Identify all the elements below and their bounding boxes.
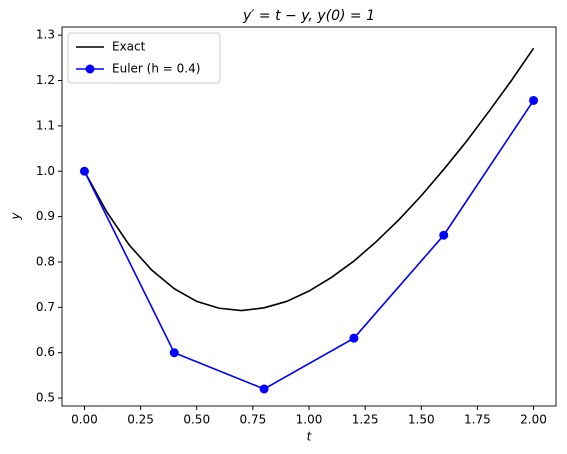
y-tick-label: 0.6: [36, 345, 55, 359]
point: [349, 333, 359, 343]
line-series: [83, 47, 535, 312]
y-tick-label: 0.9: [36, 209, 55, 223]
y-tick-label: 1.0: [36, 164, 55, 178]
legend-marker: [85, 64, 95, 74]
point: [259, 384, 269, 394]
y-tick-label: 1.1: [36, 118, 55, 132]
axes-frame: [61, 26, 557, 407]
legend-label: Exact: [112, 40, 146, 54]
y-tick-label: 0.8: [36, 254, 55, 268]
line-series: [83, 100, 535, 390]
x-tick-label: 0.75: [240, 413, 267, 427]
x-axis-label: t: [307, 430, 313, 444]
x-tick-label: 1.50: [408, 413, 435, 427]
legend-box: [67, 32, 221, 84]
point: [79, 166, 89, 176]
x-tick-label: 1.25: [352, 413, 379, 427]
legend-label: Euler (h = 0.4): [112, 62, 200, 76]
point: [439, 230, 449, 240]
x-tick-label: 1.00: [296, 413, 323, 427]
y-tick-label: 1.2: [36, 73, 55, 87]
x-tick-label: 0.00: [71, 413, 98, 427]
y-axis-label: y: [9, 212, 23, 221]
x-tick-label: 1.75: [464, 413, 491, 427]
point: [529, 95, 539, 105]
y-tick-label: 0.7: [36, 300, 55, 314]
y-tick-label: 0.5: [36, 391, 55, 405]
x-tick-label: 2.00: [520, 413, 547, 427]
x-tick-label: 0.50: [183, 413, 210, 427]
point: [169, 348, 179, 358]
x-tick-label: 0.25: [127, 413, 154, 427]
chart-title: y′ = t − y, y(0) = 1: [242, 8, 375, 24]
y-tick-label: 1.3: [36, 28, 55, 42]
